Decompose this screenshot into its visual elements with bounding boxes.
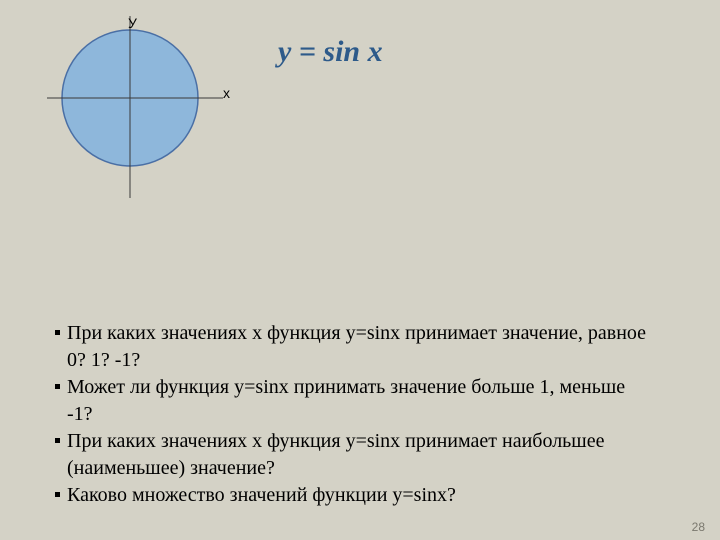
list-item: При каких значениях х функция у=sinx при… (55, 320, 655, 374)
questions-list: При каких значениях х функция у=sinx при… (55, 320, 655, 509)
list-item: Может ли функция у=sinx принимать значен… (55, 374, 655, 428)
unit-circle-svg (45, 10, 235, 210)
unit-circle-diagram: У x (45, 10, 235, 210)
list-item: При каких значениях х функция у=sinx при… (55, 428, 655, 482)
page-number: 28 (692, 520, 705, 534)
axis-label-y: У (128, 15, 137, 31)
page-title: y = sin x (278, 35, 383, 69)
axis-label-x: x (223, 85, 230, 101)
list-item: Каково множество значений функции у=sinx… (55, 482, 655, 509)
